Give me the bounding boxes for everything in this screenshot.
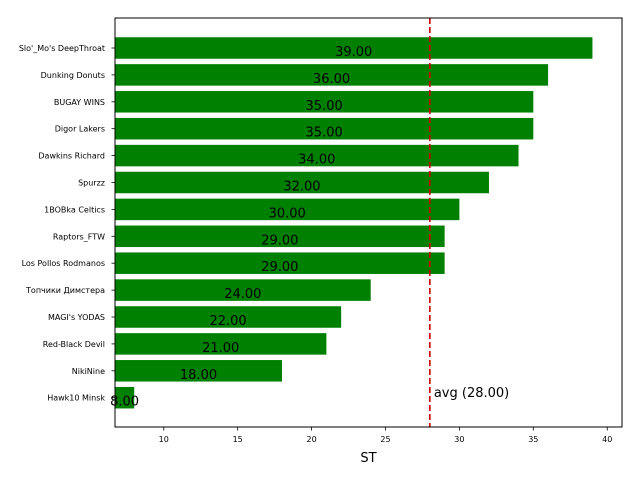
average-line-label: avg (28.00) — [434, 386, 509, 401]
category-label: Dunking Donuts — [41, 71, 105, 80]
bar — [115, 386, 135, 409]
x-tick-label: 30 — [454, 435, 464, 444]
category-label: 1BOBka Celtics — [44, 205, 105, 214]
category-label: NikiNine — [72, 367, 105, 376]
x-tick-label: 20 — [306, 435, 316, 444]
bar — [115, 252, 445, 274]
bar — [115, 171, 489, 194]
plot-frame — [114, 17, 623, 428]
bar — [115, 225, 445, 248]
bars-layer — [115, 37, 593, 409]
bar — [115, 279, 371, 301]
bar-value-label: 21.00 — [202, 341, 239, 356]
x-tick-label: 25 — [380, 435, 390, 444]
category-label: Топчики Димстера — [25, 286, 105, 295]
bar — [115, 37, 593, 59]
bar-value-label: 8.00 — [110, 395, 139, 410]
bar — [115, 306, 342, 328]
bar — [115, 198, 460, 221]
bar-value-label: 22.00 — [209, 314, 246, 329]
bar — [115, 333, 327, 355]
bar — [115, 91, 534, 113]
x-tick-label: 15 — [233, 435, 243, 444]
bar-value-label: 18.00 — [180, 368, 217, 383]
category-label: BUGAY WINS — [54, 98, 105, 107]
category-label: Hawk10 Minsk — [47, 394, 105, 403]
x-tick-label: 40 — [602, 435, 612, 444]
category-label: MAGI's YODAS — [48, 313, 105, 322]
bar-value-label: 29.00 — [261, 260, 298, 275]
bar-value-label: 34.00 — [298, 153, 335, 168]
category-label: Los Pollos Rodmanos — [22, 259, 105, 268]
bar-value-label: 29.00 — [261, 233, 298, 248]
bar-value-label: 24.00 — [224, 287, 261, 302]
y-axis: Slo'_Mo's DeepThroat Dunking Donuts BUGAY … — [19, 44, 115, 403]
x-tick-label: 10 — [159, 435, 169, 444]
category-label: Slo'_Mo's DeepThroat — [19, 44, 105, 53]
category-label: Spurzz — [78, 179, 105, 188]
bar-value-label: 32.00 — [283, 180, 320, 195]
reference-line-layer: avg (28.00) — [429, 18, 509, 427]
category-label: Raptors_FTW — [53, 232, 105, 241]
bar-value-label: 35.00 — [306, 126, 343, 141]
x-axis: 10 15 20 25 30 35 40 — [159, 427, 612, 444]
bar — [115, 144, 519, 167]
x-tick-label: 35 — [528, 435, 538, 444]
bar-value-label: 35.00 — [306, 99, 343, 114]
bar — [115, 360, 283, 382]
bar-value-label: 36.00 — [313, 72, 350, 87]
data-labels-layer: 39.00 36.00 35.00 35.00 34.00 32.00 30.00 29.00… — [110, 45, 372, 410]
bar-value-label: 39.00 — [335, 45, 372, 60]
category-label: Dawkins Richard — [38, 152, 105, 161]
bar-value-label: 30.00 — [269, 206, 306, 221]
bar — [115, 117, 534, 140]
category-label: Red-Black Devil — [43, 340, 105, 349]
bar — [115, 64, 549, 86]
x-axis-title: ST — [360, 451, 376, 466]
category-label: Digor Lakers — [55, 125, 105, 134]
